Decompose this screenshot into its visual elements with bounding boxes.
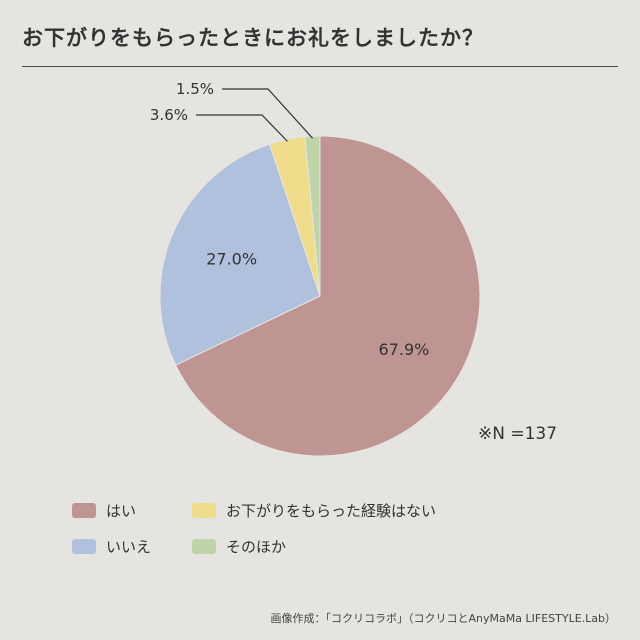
leader-line-other (222, 88, 314, 139)
pie-slice-other (304, 135, 321, 297)
data-label-yes: 67.9% (379, 340, 430, 359)
legend-swatch-other (192, 539, 216, 554)
chart-title: お下がりをもらったときにお礼をしましたか？ (22, 26, 484, 50)
legend-label-yes: はい (106, 502, 137, 520)
legend-item-other: そのほか (192, 536, 286, 557)
legend-item-never-received: お下がりをもらった経験はない (192, 500, 436, 521)
legend-item-no: いいえ (72, 536, 151, 557)
image-credit: 画像作成：「コクリコラボ」（コクリコとAnyMaMa LIFESTYLE.Lab… (270, 612, 616, 625)
legend-swatch-yes (72, 503, 96, 518)
data-label-other: 1.5% (176, 80, 214, 98)
legend-label-no: いいえ (106, 538, 152, 556)
leader-line-never-received (196, 114, 288, 142)
legend-swatch-no (72, 539, 96, 554)
legend-item-yes: はい (72, 500, 136, 521)
legend-swatch-never-received (192, 503, 216, 518)
pie-slice-yes (174, 135, 481, 457)
pie-slice-no (159, 143, 321, 366)
sample-size-note: ※N =137 (478, 424, 558, 444)
legend-label-other: そのほか (226, 538, 287, 556)
legend-label-never-received: お下がりをもらった経験はない (226, 502, 437, 520)
title-divider (22, 66, 618, 67)
data-label-no: 27.0% (206, 249, 257, 268)
data-label-never-received: 3.6% (150, 106, 188, 124)
